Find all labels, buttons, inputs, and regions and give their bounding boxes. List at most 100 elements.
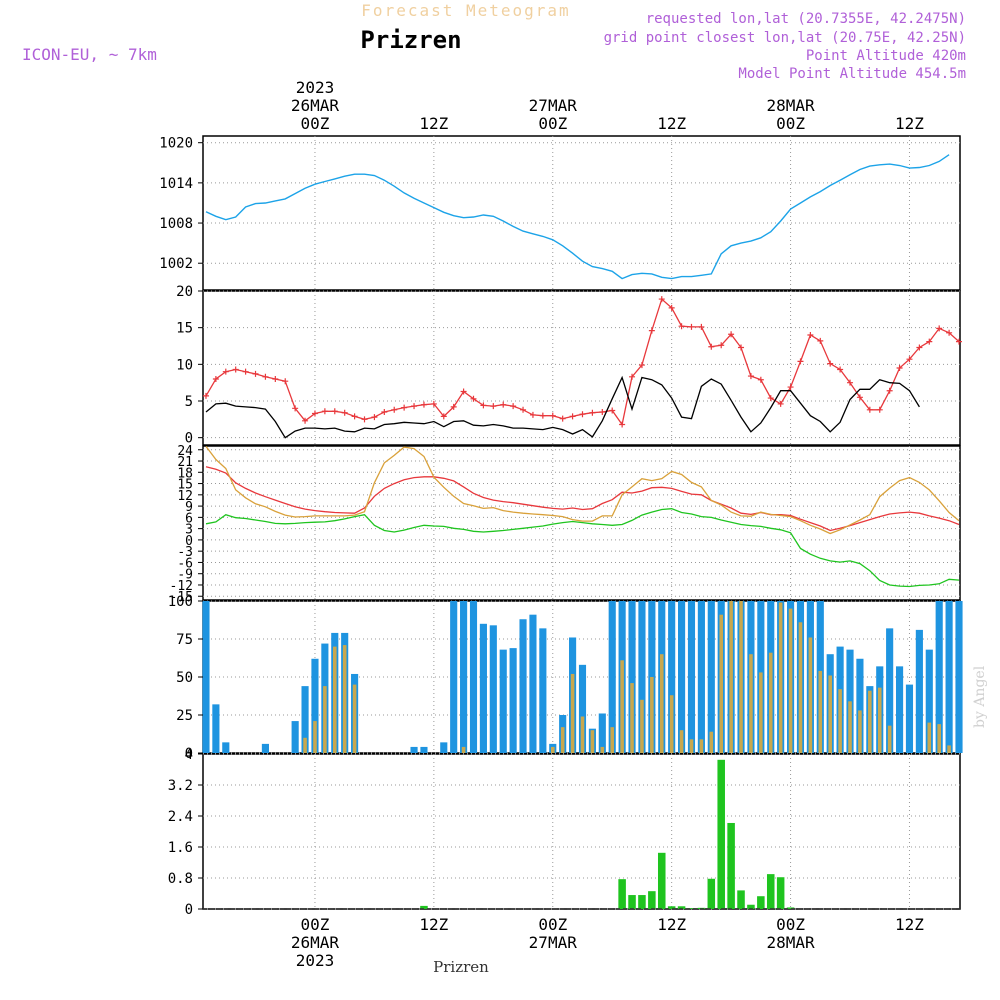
ytick-label-temperature: 12 xyxy=(177,489,193,504)
ytick-label-wind: 20 xyxy=(176,284,193,300)
rain-bar xyxy=(766,874,775,909)
gust-marker xyxy=(767,395,774,402)
gust-marker xyxy=(282,378,289,385)
low-cloud-bar xyxy=(877,687,882,753)
top-time-label: 28MAR xyxy=(766,96,815,115)
gust-marker xyxy=(222,368,229,375)
low-cloud-bar xyxy=(352,684,357,753)
ytick-label-wind: 10 xyxy=(176,357,193,373)
rain-bar xyxy=(628,895,636,909)
rain-bar xyxy=(707,878,716,909)
low-cloud-bar xyxy=(709,731,714,753)
top-time-label: 12Z xyxy=(895,114,924,133)
gust-marker xyxy=(678,323,685,330)
gust-marker xyxy=(916,344,923,351)
rain-bar xyxy=(638,895,646,909)
gust-marker xyxy=(440,413,447,420)
gust-marker xyxy=(539,412,546,419)
low-cloud-bar xyxy=(798,622,803,753)
ytick-label-temperature: -3 xyxy=(177,545,193,560)
low-cloud-bar xyxy=(342,645,347,753)
rain-bar xyxy=(648,891,656,909)
gust-marker xyxy=(311,410,318,417)
low-cloud-bar xyxy=(550,746,555,753)
total-cloud-bar xyxy=(608,601,616,753)
info-line-1: requested lon,lat (20.7355E, 42.2475N) xyxy=(646,11,966,27)
ytick-label-temperature: 18 xyxy=(177,466,193,481)
gust-marker xyxy=(787,384,794,391)
gust-marker xyxy=(589,409,596,416)
total-cloud-bar xyxy=(301,686,309,753)
gust-marker xyxy=(866,406,873,413)
bottom-time-label: 28MAR xyxy=(766,933,815,952)
total-cloud-bar xyxy=(925,649,933,753)
bottom-time-label: 00Z xyxy=(301,915,330,934)
top-time-label: 12Z xyxy=(419,114,448,133)
gust-line xyxy=(205,297,960,427)
gust-marker xyxy=(629,373,636,380)
total-cloud-bar xyxy=(212,704,220,753)
gust-marker xyxy=(262,373,269,380)
gust-marker xyxy=(906,356,913,363)
rain-bar xyxy=(677,906,686,909)
info-line-4: Model Point Altitude 454.5m xyxy=(738,66,966,82)
header-texts: Forecast Meteogram Prizren ICON-EU, ~ 7k… xyxy=(22,1,988,976)
total-cloud-bar xyxy=(628,601,636,753)
gust-marker xyxy=(391,406,398,413)
pressure-line xyxy=(205,154,950,280)
low-cloud-bar xyxy=(778,602,783,753)
low-cloud-bar xyxy=(868,690,872,753)
bottom-time-label: 27MAR xyxy=(529,933,578,952)
low-cloud-bar xyxy=(323,686,327,753)
total-cloud-bar xyxy=(420,746,428,753)
low-cloud-bar xyxy=(640,699,644,753)
gust-marker xyxy=(450,403,457,410)
sfc-temp-line xyxy=(205,446,960,535)
gust-marker xyxy=(757,376,764,383)
gust-marker xyxy=(619,421,626,428)
frame-pressure xyxy=(202,135,961,291)
total-cloud-bar xyxy=(687,601,696,753)
rain-bar xyxy=(657,852,666,909)
total-cloud-bar xyxy=(202,601,210,753)
gust-marker xyxy=(926,338,933,345)
gust-marker xyxy=(638,362,645,369)
rain-bar xyxy=(776,877,785,909)
gust-marker xyxy=(490,403,497,410)
station-title: Prizren xyxy=(360,26,461,54)
low-cloud-bar xyxy=(729,601,733,753)
gust-marker xyxy=(569,413,576,420)
total-cloud-bar xyxy=(440,742,448,753)
gust-marker xyxy=(807,332,814,338)
temp2m-line xyxy=(205,466,960,532)
gust-marker xyxy=(856,394,863,401)
rain-bar xyxy=(747,904,755,909)
low-cloud-bar xyxy=(610,727,614,753)
ytick-label-precip: 4 xyxy=(185,747,193,763)
suptitle: Forecast Meteogram xyxy=(361,1,570,20)
gust-marker xyxy=(738,344,745,351)
gust-marker xyxy=(886,387,893,394)
gust-marker xyxy=(321,408,328,415)
ytick-label-precip: 3.2 xyxy=(168,778,193,794)
total-cloud-bar xyxy=(638,601,646,753)
gust-marker xyxy=(351,413,358,420)
low-cloud-bar xyxy=(947,745,951,753)
ytick-label-temperature: -9 xyxy=(177,568,193,583)
ytick-label-clouds: 100 xyxy=(168,594,193,610)
total-cloud-bar xyxy=(489,625,497,753)
ytick-label-precip: 2.4 xyxy=(168,809,193,825)
total-cloud-bar xyxy=(529,614,537,753)
low-cloud-bar xyxy=(739,601,743,753)
bottom-time-label: 26MAR xyxy=(291,933,340,952)
top-time-label: 26MAR xyxy=(291,96,340,115)
low-cloud-bar xyxy=(788,608,793,753)
ytick-label-wind: 5 xyxy=(185,394,193,410)
low-cloud-bar xyxy=(927,722,932,753)
gust-marker xyxy=(658,296,665,303)
gust-marker xyxy=(232,366,239,373)
low-cloud-bar xyxy=(570,673,575,753)
low-cloud-bar xyxy=(768,652,773,753)
ytick-label-temperature: -6 xyxy=(177,556,193,571)
gust-marker xyxy=(520,406,527,413)
